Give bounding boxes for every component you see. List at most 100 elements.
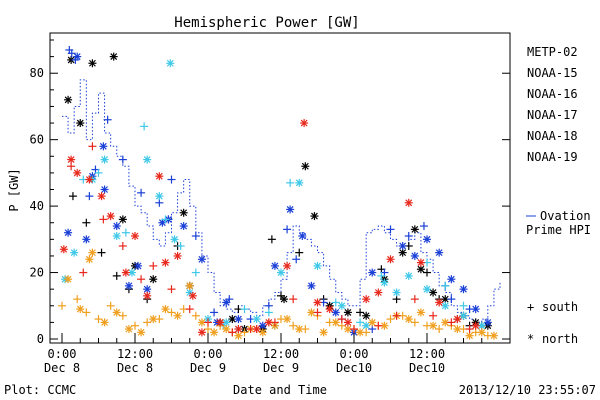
north-marker [465,331,474,340]
north-marker [404,315,413,324]
south-marker [410,318,419,327]
south-marker [313,308,322,317]
south-marker [404,232,413,241]
north-marker [100,318,109,327]
north-marker [76,305,85,314]
legend-entry-noaa-16: NOAA-16 [527,87,578,101]
north-marker [124,325,133,334]
north-marker [310,212,319,221]
south-marker [118,155,127,164]
north-marker [380,321,389,330]
north-marker [222,325,231,334]
south-marker [286,178,295,187]
north-marker [67,55,76,64]
north-marker [404,198,413,207]
north-marker [112,222,121,231]
north-marker [155,172,164,181]
north-marker [307,281,316,290]
south-marker [131,321,139,330]
north-marker [300,119,309,128]
south-marker [447,295,456,304]
north-marker [188,291,197,300]
north-marker [319,328,328,337]
south-marker [423,268,431,277]
north-marker [143,155,152,164]
south-marker [377,271,386,280]
south-marker [210,308,219,317]
north-marker [337,301,346,310]
north-marker [489,331,498,340]
north-marker [59,245,68,254]
x-tick-time: 12:00 [263,347,299,361]
south-marker [67,49,76,58]
north-marker [170,235,179,244]
south-marker [94,315,103,324]
north-marker [222,298,231,307]
north-marker [112,232,121,241]
north-marker [429,321,438,330]
south-marker [337,315,346,324]
north-marker [356,328,365,337]
north-marker [283,261,292,270]
north-marker [295,178,304,187]
north-marker [331,318,340,327]
north-marker [118,215,127,224]
north-marker [64,228,73,237]
north-marker [179,222,188,231]
north-marker [368,268,377,277]
south-marker [99,215,108,224]
y-tick-label: 80 [30,66,44,80]
north-marker [234,315,243,324]
north-marker [313,261,322,270]
north-marker [410,225,419,234]
north-marker [155,192,164,201]
north-marker [283,315,292,324]
north-marker [392,288,401,297]
south-marker [356,318,365,327]
south-marker [191,232,200,241]
north-marker [131,232,139,241]
south-marker [176,241,185,250]
north-marker [173,251,182,260]
north-marker [453,315,462,324]
north-marker [298,232,307,241]
x-tick-date: Dec 9 [190,361,226,375]
north-marker [197,255,206,264]
south-marker [161,215,170,224]
north-marker [416,308,425,317]
north-marker [82,235,91,244]
north-marker [343,318,352,327]
north-marker [331,308,340,317]
south-marker [429,311,438,320]
north-marker [70,248,79,257]
south-marker [419,222,428,231]
plot-frame [49,32,511,344]
x-tick-time: 12:00 [117,347,153,361]
north-marker [64,275,73,284]
data-marks [58,45,498,340]
legend-entry-noaa-18: NOAA-18 [527,129,578,143]
marker-legend-south-symbol: + [527,300,534,314]
south-marker [374,321,383,330]
south-marker [435,325,444,334]
north-marker [258,328,267,337]
south-marker [140,122,149,131]
legend-entry-metp-02: METP-02 [527,45,578,59]
marker-legend-north-label: north [542,332,578,346]
south-marker [118,241,127,250]
south-marker [289,295,298,304]
x-tick-date: Dec10 [409,361,445,375]
south-marker [240,328,249,337]
north-marker [471,305,480,314]
north-marker [143,291,152,300]
north-marker [386,255,395,264]
north-marker [398,241,407,250]
south-marker [71,55,80,64]
ovation-label-line2: Prime HPI [526,223,591,237]
marker-legend-south-label: south [542,300,578,314]
south-marker [392,311,401,320]
north-marker [459,285,468,294]
north-marker [423,285,431,294]
north-marker [112,308,121,317]
north-marker [362,311,371,320]
